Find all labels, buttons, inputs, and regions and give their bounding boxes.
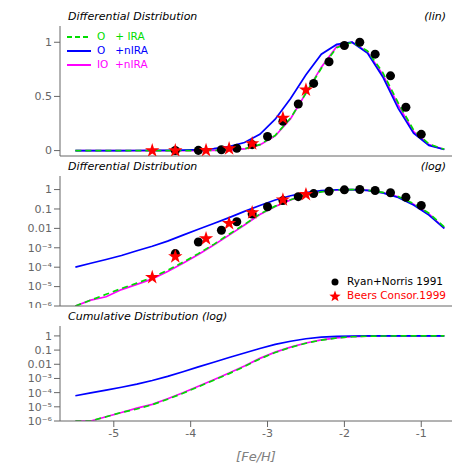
svg-text:0.1: 0.1 xyxy=(35,344,53,357)
svg-text:-2: -2 xyxy=(339,427,350,440)
svg-text:0.1: 0.1 xyxy=(35,203,53,216)
svg-text:-4: -4 xyxy=(185,427,196,440)
svg-text:[Fe/H]: [Fe/H] xyxy=(236,449,276,463)
svg-text:10⁻⁵: 10⁻⁵ xyxy=(28,401,52,414)
html-text:(log): (log) xyxy=(420,160,446,173)
html-text:Differential Distribution: Differential Distribution xyxy=(68,10,198,23)
svg-text:10⁻⁵: 10⁻⁵ xyxy=(28,280,52,293)
svg-text:1: 1 xyxy=(45,36,52,49)
svg-text:-5: -5 xyxy=(108,427,119,440)
svg-text:1: 1 xyxy=(45,330,52,343)
svg-text:10⁻⁴: 10⁻⁴ xyxy=(28,387,53,400)
html-text:Ryan+Norris 1991: Ryan+Norris 1991 xyxy=(347,275,443,287)
html-text:Differential Distribution: Differential Distribution xyxy=(68,160,198,173)
html-text:O + IRA: O + IRA xyxy=(97,30,145,42)
html-text:IO +nIRA: IO +nIRA xyxy=(97,58,148,70)
html-text:Cumulative Distribution (log): Cumulative Distribution (log) xyxy=(68,310,228,323)
html-text:(lin): (lin) xyxy=(424,10,446,23)
html-text:O +nIRA: O +nIRA xyxy=(97,44,148,56)
svg-text:0.5: 0.5 xyxy=(35,90,53,103)
svg-text:-3: -3 xyxy=(262,427,273,440)
svg-text:1: 1 xyxy=(45,183,52,196)
svg-text:10⁻⁶: 10⁻⁶ xyxy=(28,300,53,308)
svg-text:10⁻³: 10⁻³ xyxy=(28,242,52,255)
svg-text:10⁻⁴: 10⁻⁴ xyxy=(28,261,53,274)
svg-text:0.01: 0.01 xyxy=(28,222,53,235)
svg-text:10⁻⁶: 10⁻⁶ xyxy=(28,415,53,428)
svg-text:10⁻³: 10⁻³ xyxy=(28,372,52,385)
svg-text:-1: -1 xyxy=(416,427,427,440)
svg-text:0.01: 0.01 xyxy=(28,358,53,371)
svg-text:0: 0 xyxy=(45,144,52,157)
html-text:Beers Consor.1999: Beers Consor.1999 xyxy=(347,289,446,301)
